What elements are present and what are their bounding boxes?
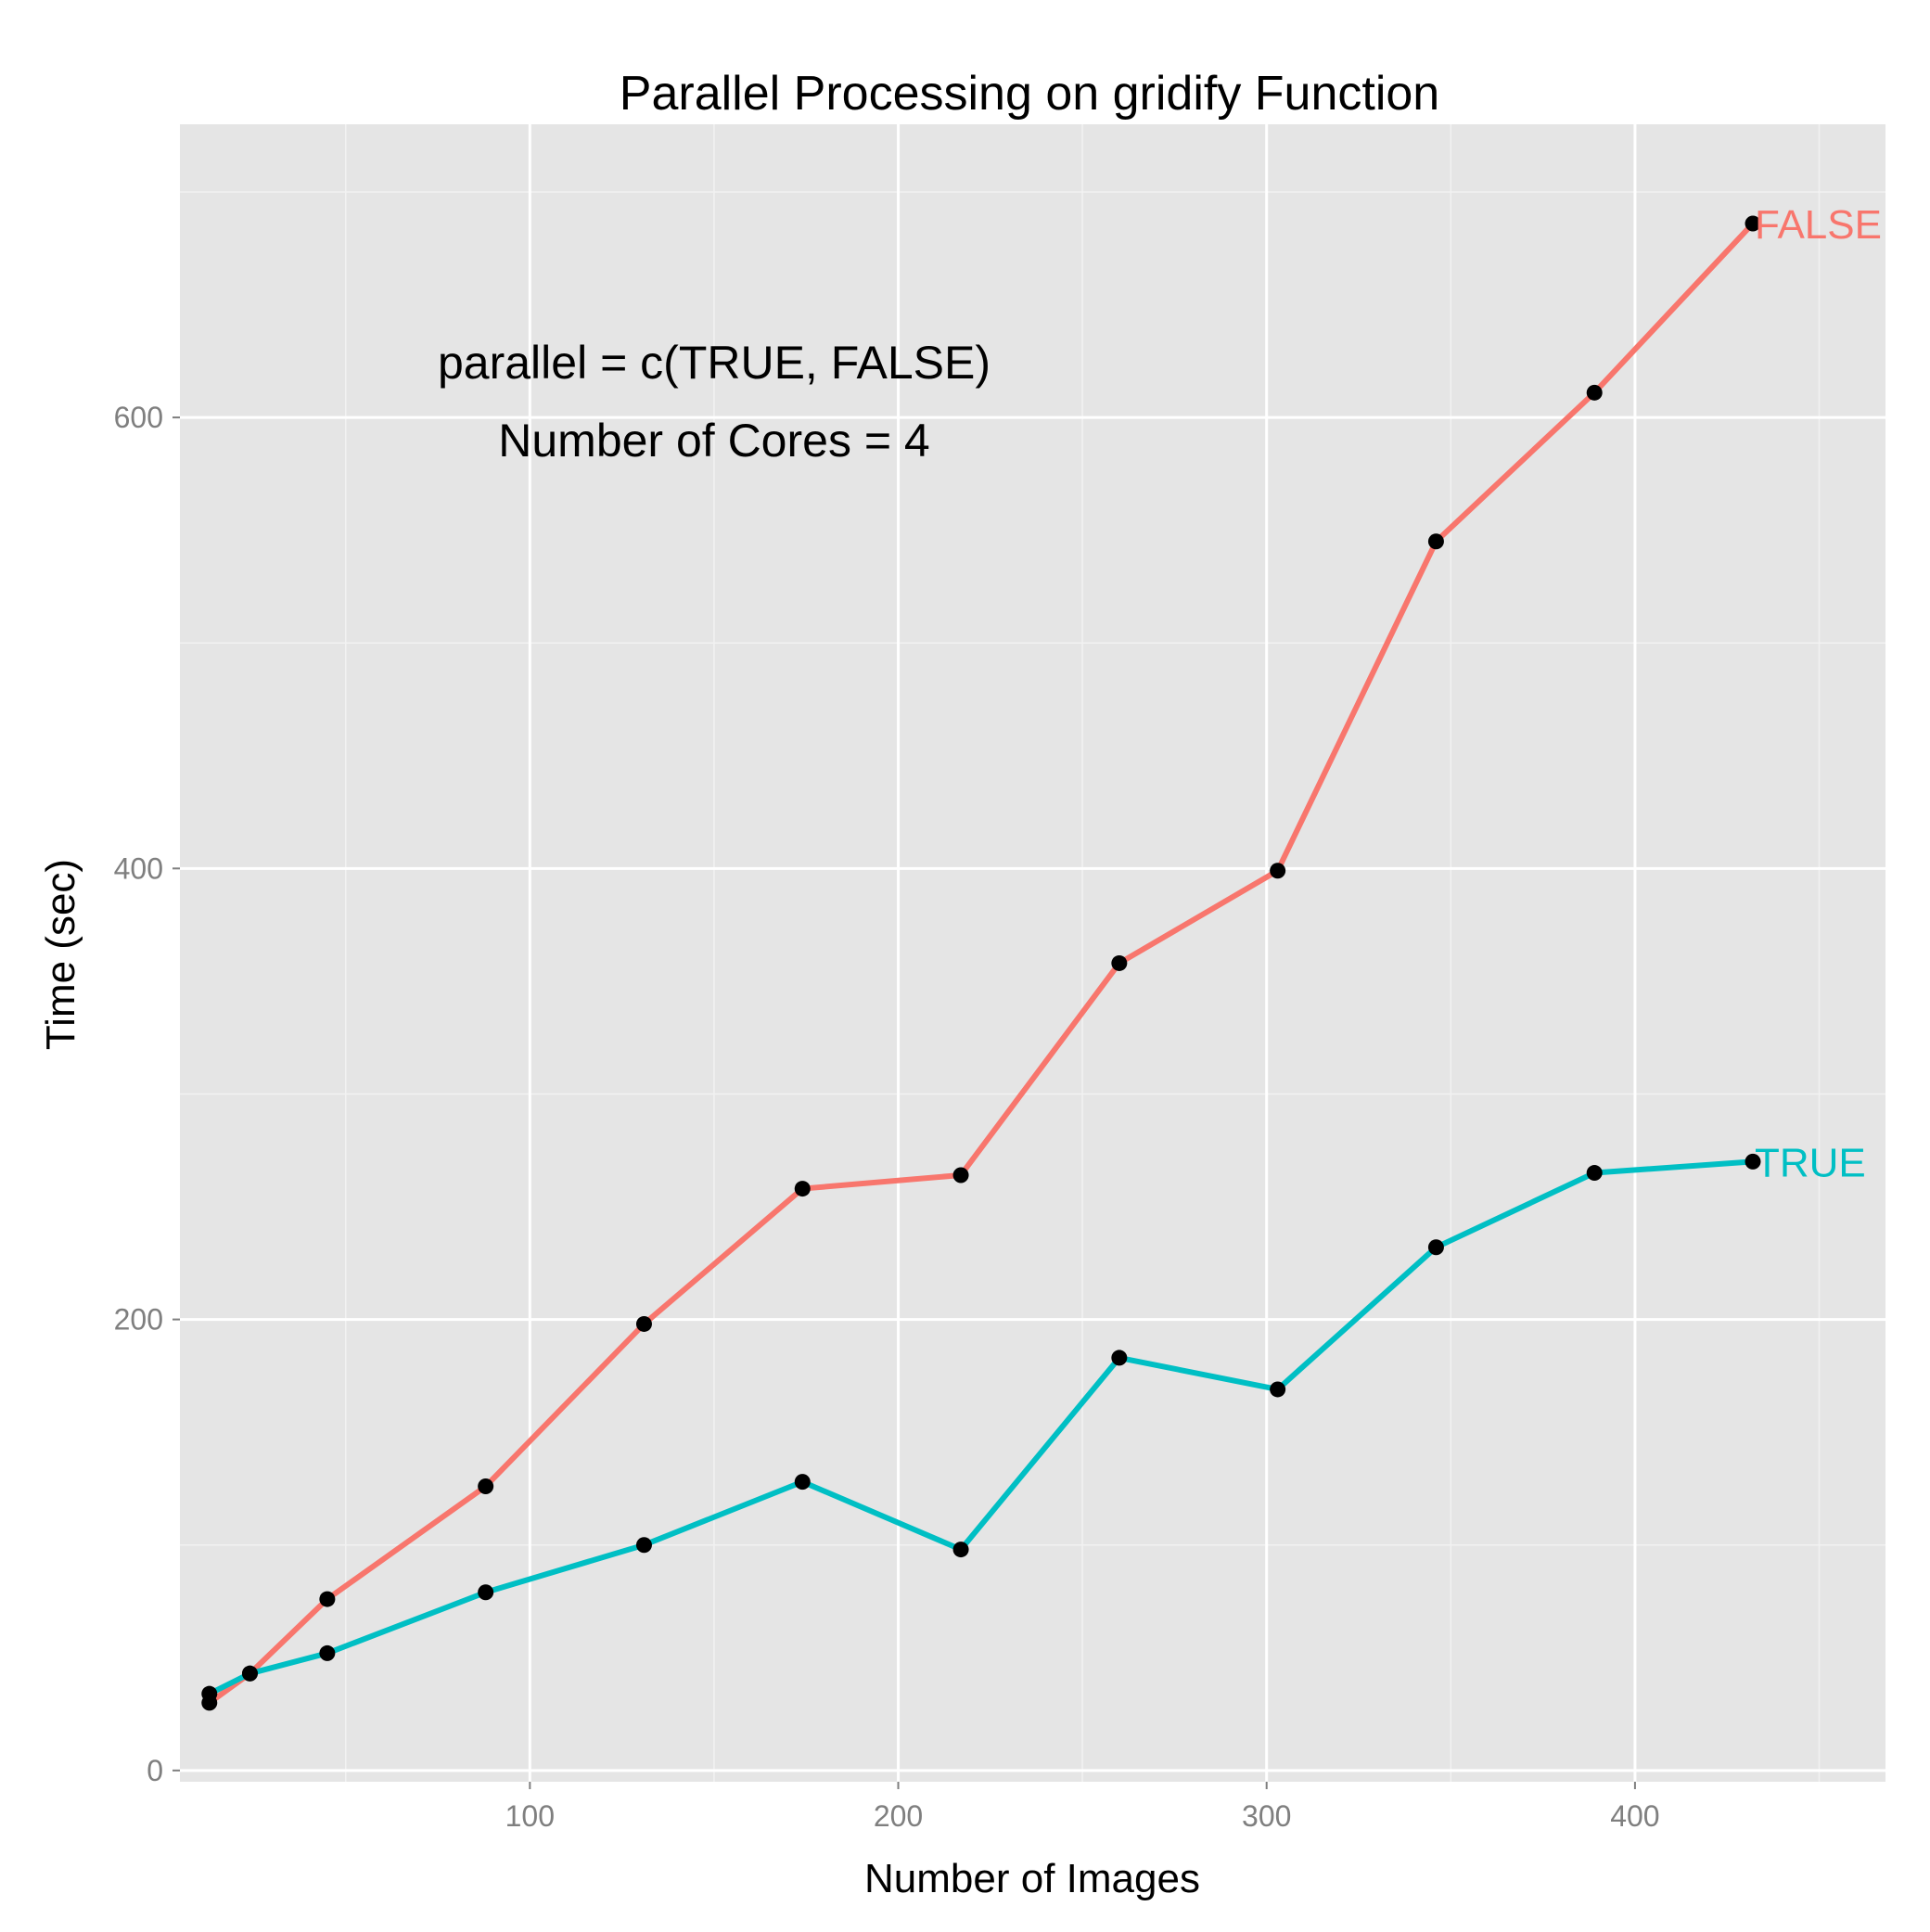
data-point-true bbox=[319, 1644, 336, 1661]
annotation-parallel: parallel = c(TRUE, FALSE) bbox=[438, 337, 991, 389]
data-point-true bbox=[952, 1542, 969, 1558]
y-tick-labels: 0 200 400 600 bbox=[114, 401, 163, 1787]
x-tick-label: 200 bbox=[874, 1799, 923, 1833]
data-point-false bbox=[1427, 533, 1444, 550]
series-label-true: TRUE bbox=[1755, 1140, 1866, 1185]
data-point-false bbox=[794, 1181, 811, 1197]
data-point-false bbox=[319, 1591, 336, 1607]
data-point-true bbox=[478, 1584, 494, 1601]
data-point-true bbox=[1745, 1153, 1761, 1170]
data-point-false bbox=[1586, 384, 1603, 401]
x-tick-label: 400 bbox=[1610, 1799, 1659, 1833]
chart-title: Parallel Processing on gridify Function bbox=[620, 67, 1439, 121]
minor-gridlines bbox=[180, 124, 1885, 1782]
data-point-false bbox=[635, 1315, 652, 1332]
x-tick-label: 300 bbox=[1242, 1799, 1291, 1833]
data-point-true bbox=[1586, 1165, 1603, 1182]
series-label-false: FALSE bbox=[1755, 202, 1882, 248]
data-point-false bbox=[1745, 215, 1761, 232]
series-points bbox=[201, 215, 1761, 1711]
annotation-cores: Number of Cores = 4 bbox=[498, 415, 929, 467]
y-tick-label: 0 bbox=[147, 1754, 163, 1787]
data-point-false bbox=[478, 1478, 494, 1495]
data-point-true bbox=[1427, 1239, 1444, 1256]
y-tick-label: 200 bbox=[114, 1303, 163, 1337]
y-tick-label: 600 bbox=[114, 401, 163, 434]
data-point-true bbox=[1111, 1350, 1128, 1366]
series-line-true bbox=[206, 1158, 1757, 1697]
x-tick-labels: 100 200 300 400 bbox=[505, 1799, 1660, 1833]
x-axis-title: Number of Images bbox=[864, 1856, 1200, 1901]
data-point-true bbox=[794, 1474, 811, 1491]
data-point-false bbox=[1111, 954, 1128, 971]
data-point-true bbox=[241, 1665, 258, 1682]
series-labels: FALSE TRUE bbox=[1755, 202, 1882, 1185]
series-line-false bbox=[206, 220, 1757, 1706]
y-axis-title: Time (sec) bbox=[38, 859, 83, 1050]
data-point-true bbox=[1270, 1381, 1286, 1398]
data-point-true bbox=[201, 1685, 218, 1702]
axis-ticks bbox=[173, 416, 1636, 1789]
series-lines bbox=[206, 220, 1757, 1706]
y-tick-label: 400 bbox=[114, 851, 163, 885]
major-gridlines bbox=[180, 124, 1885, 1782]
x-tick-label: 100 bbox=[505, 1799, 555, 1833]
data-point-true bbox=[635, 1537, 652, 1554]
plot-panel bbox=[180, 124, 1885, 1782]
data-point-false bbox=[952, 1167, 969, 1184]
data-point-false bbox=[1270, 863, 1286, 879]
